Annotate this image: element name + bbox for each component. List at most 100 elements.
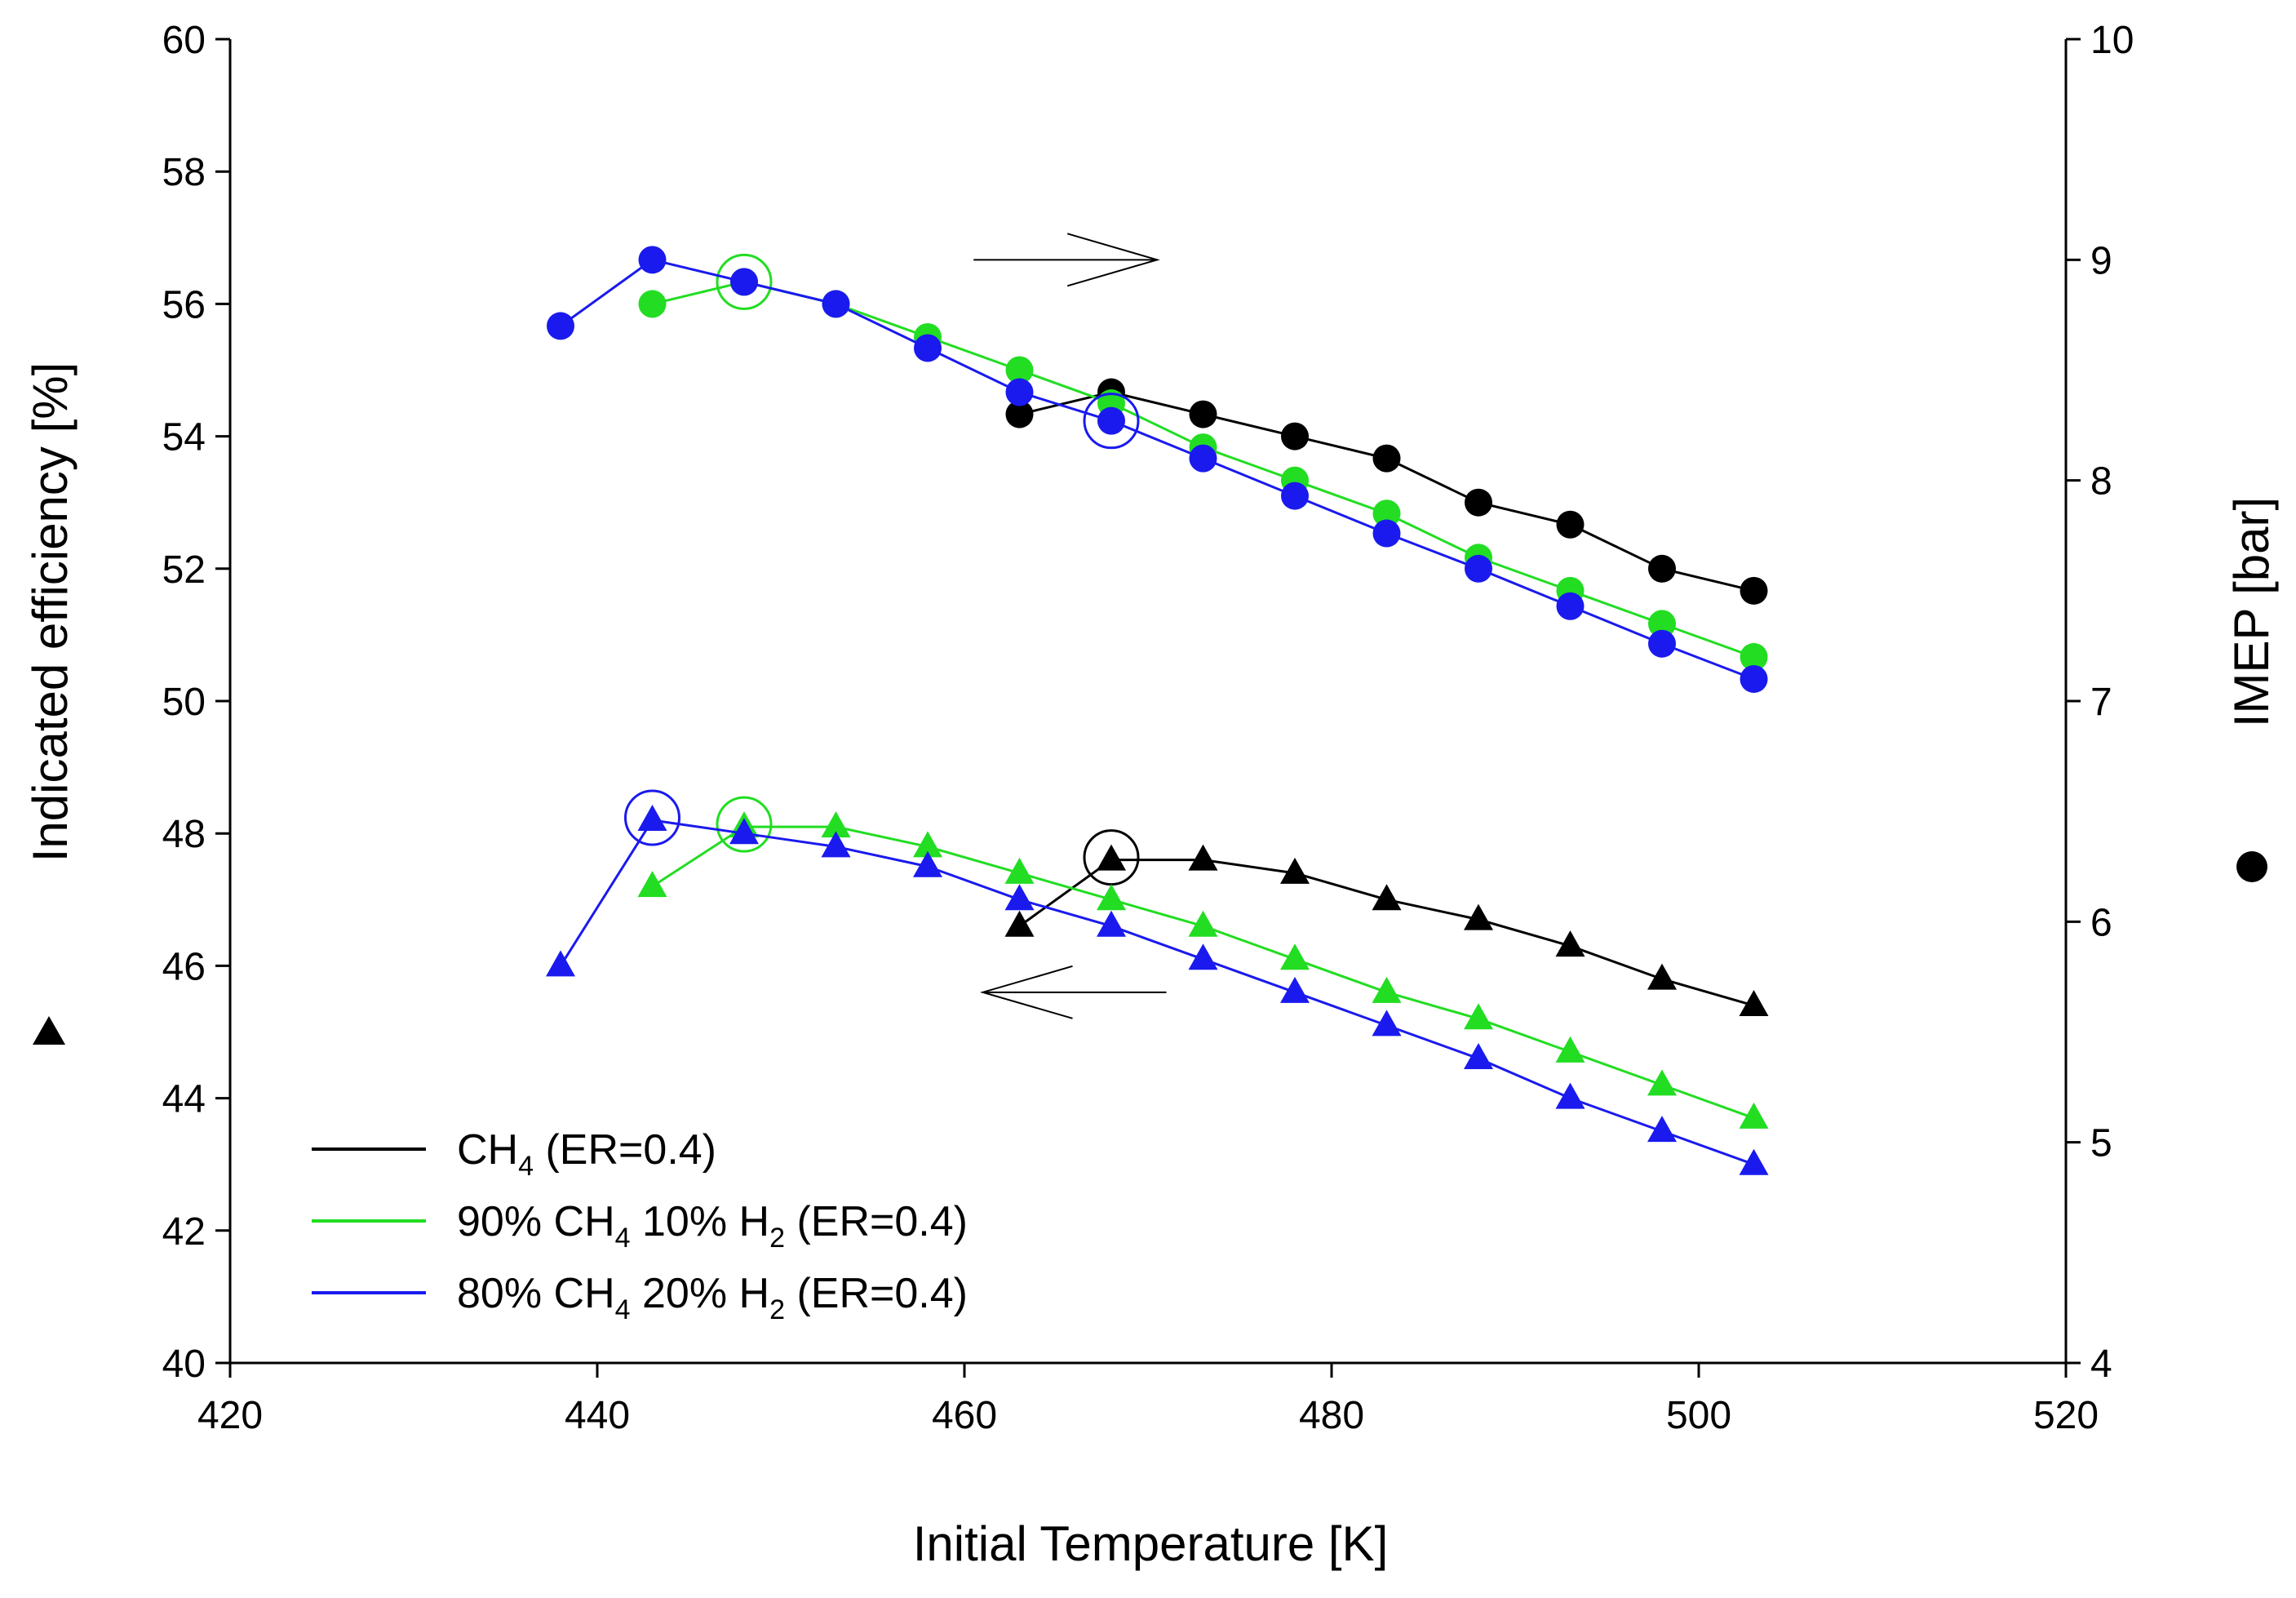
arrow-right-icon: [973, 233, 1160, 287]
series-ch4-er-0-4: [1004, 378, 1769, 1017]
efficiency-highlight-circle: [716, 796, 773, 853]
efficiency-point: [1280, 976, 1310, 1003]
efficiency-line: [559, 819, 1755, 1166]
efficiency-point: [1188, 910, 1218, 937]
imep-point: [822, 290, 850, 318]
left-axis-ticks: 40 42 44 46 48 50 52 54 56 58 60: [162, 19, 230, 1386]
legend-subscript: 2: [769, 1294, 785, 1325]
left-tick-label: 44: [162, 1078, 206, 1121]
efficiency-point: [821, 811, 851, 838]
imep-point: [1556, 510, 1585, 539]
annotation-layer: [973, 233, 1167, 1019]
imep-point: [638, 246, 667, 274]
efficiency-point: [1555, 930, 1585, 957]
x-axis-ticks: 420 440 460 480 500 520: [197, 1363, 2099, 1437]
efficiency-point: [1372, 1010, 1402, 1036]
imep-point: [1465, 488, 1492, 517]
efficiency-point: [821, 831, 851, 858]
efficiency-point: [1372, 884, 1402, 911]
right-axis-title: IMEP [bar]: [2224, 497, 2279, 727]
left-axis-title: Indicated efficiency [%]: [23, 362, 78, 863]
efficiency-point: [1647, 1069, 1677, 1096]
x-axis-title: Initial Temperature [K]: [913, 1516, 1389, 1571]
imep-point: [1189, 400, 1217, 428]
efficiency-point: [1372, 976, 1402, 1003]
imep-point: [638, 290, 667, 318]
efficiency-point: [1739, 1102, 1769, 1129]
legend: CH4 (ER=0.4)90% CH4 10% H2 (ER=0.4)80% C…: [312, 1126, 968, 1325]
legend-text-part: (ER=0.4): [534, 1126, 716, 1174]
efficiency-point: [1464, 903, 1493, 930]
efficiency-point: [1280, 943, 1310, 970]
legend-text-part: (ER=0.4): [785, 1270, 968, 1317]
imep-point: [1005, 400, 1034, 428]
x-tick-label: 500: [1666, 1394, 1731, 1437]
left-tick-label: 48: [162, 813, 206, 856]
series-80-ch4-20-h2-er-0-4: [546, 246, 1769, 1175]
right-tick-label: 9: [2090, 239, 2112, 282]
imep-point: [547, 312, 574, 340]
arrow-head: [979, 965, 1073, 1019]
imep-point: [1005, 356, 1034, 384]
legend-text-part: 90% CH: [457, 1198, 615, 1245]
imep-point: [914, 334, 942, 362]
legend-label: 90% CH4 10% H2 (ER=0.4): [457, 1198, 968, 1254]
left-tick-label: 56: [162, 283, 206, 326]
left-tick-label: 46: [162, 945, 206, 988]
legend-subscript: 4: [518, 1151, 534, 1182]
efficiency-point: [1739, 1148, 1769, 1175]
right-axis-ticks: 4 5 6 7 8 9 10: [2066, 19, 2134, 1386]
efficiency-point: [1097, 844, 1126, 871]
legend-entry: 80% CH4 20% H2 (ER=0.4): [312, 1270, 968, 1325]
efficiency-point: [1464, 1042, 1493, 1069]
imep-highlight-circle: [716, 253, 773, 310]
right-tick-label: 10: [2090, 19, 2134, 62]
efficiency-point: [1739, 990, 1769, 1017]
imep-point: [1281, 422, 1309, 451]
efficiency-point: [546, 950, 575, 977]
left-tick-label: 40: [162, 1343, 206, 1386]
series-90-ch4-10-h2-er-0-4: [637, 253, 1769, 1129]
legend-text-part: CH: [457, 1126, 518, 1174]
legend-text-part: (ER=0.4): [785, 1198, 968, 1245]
imep-point: [1465, 554, 1492, 583]
legend-subscript: 4: [615, 1294, 631, 1325]
legend-text-part: 80% CH: [457, 1270, 615, 1317]
legend-label: 80% CH4 20% H2 (ER=0.4): [457, 1270, 968, 1325]
left-tick-label: 42: [162, 1210, 206, 1254]
imep-point: [1281, 482, 1309, 510]
efficiency-point: [1097, 910, 1126, 937]
efficiency-point: [1004, 857, 1035, 884]
efficiency-point: [637, 804, 667, 831]
imep-point: [1189, 444, 1217, 473]
x-tick-label: 460: [932, 1394, 997, 1437]
efficiency-point: [1280, 857, 1310, 884]
efficiency-point: [1188, 943, 1218, 970]
imep-line: [1019, 390, 1754, 593]
legend-entry: 90% CH4 10% H2 (ER=0.4): [312, 1198, 968, 1254]
imep-point: [1372, 499, 1401, 528]
arrow-left-icon: [979, 965, 1167, 1019]
legend-text-part: 10% H: [631, 1198, 770, 1245]
right-tick-label: 6: [2090, 901, 2112, 944]
imep-point: [1648, 610, 1676, 638]
imep-point: [1005, 378, 1034, 406]
legend-subscript: 4: [615, 1223, 631, 1254]
efficiency-point: [1647, 1116, 1677, 1143]
imep-point: [1648, 554, 1676, 583]
x-tick-label: 480: [1299, 1394, 1364, 1437]
series-layer: [546, 246, 1769, 1175]
imep-point: [1740, 642, 1768, 671]
efficiency-point: [729, 818, 759, 845]
imep-point: [1648, 629, 1676, 658]
right-tick-label: 7: [2090, 681, 2112, 724]
efficiency-point: [637, 871, 667, 898]
efficiency-highlight-circle: [624, 789, 680, 846]
efficiency-point: [1004, 884, 1035, 911]
left-tick-label: 58: [162, 151, 206, 194]
imep-point: [1740, 664, 1768, 693]
imep-point: [730, 268, 758, 296]
left-tick-label: 60: [162, 19, 206, 62]
efficiency-point: [913, 831, 942, 858]
